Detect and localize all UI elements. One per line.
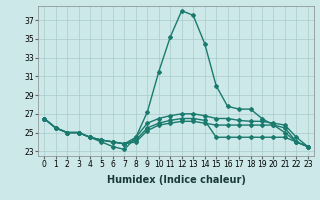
X-axis label: Humidex (Indice chaleur): Humidex (Indice chaleur) (107, 175, 245, 185)
